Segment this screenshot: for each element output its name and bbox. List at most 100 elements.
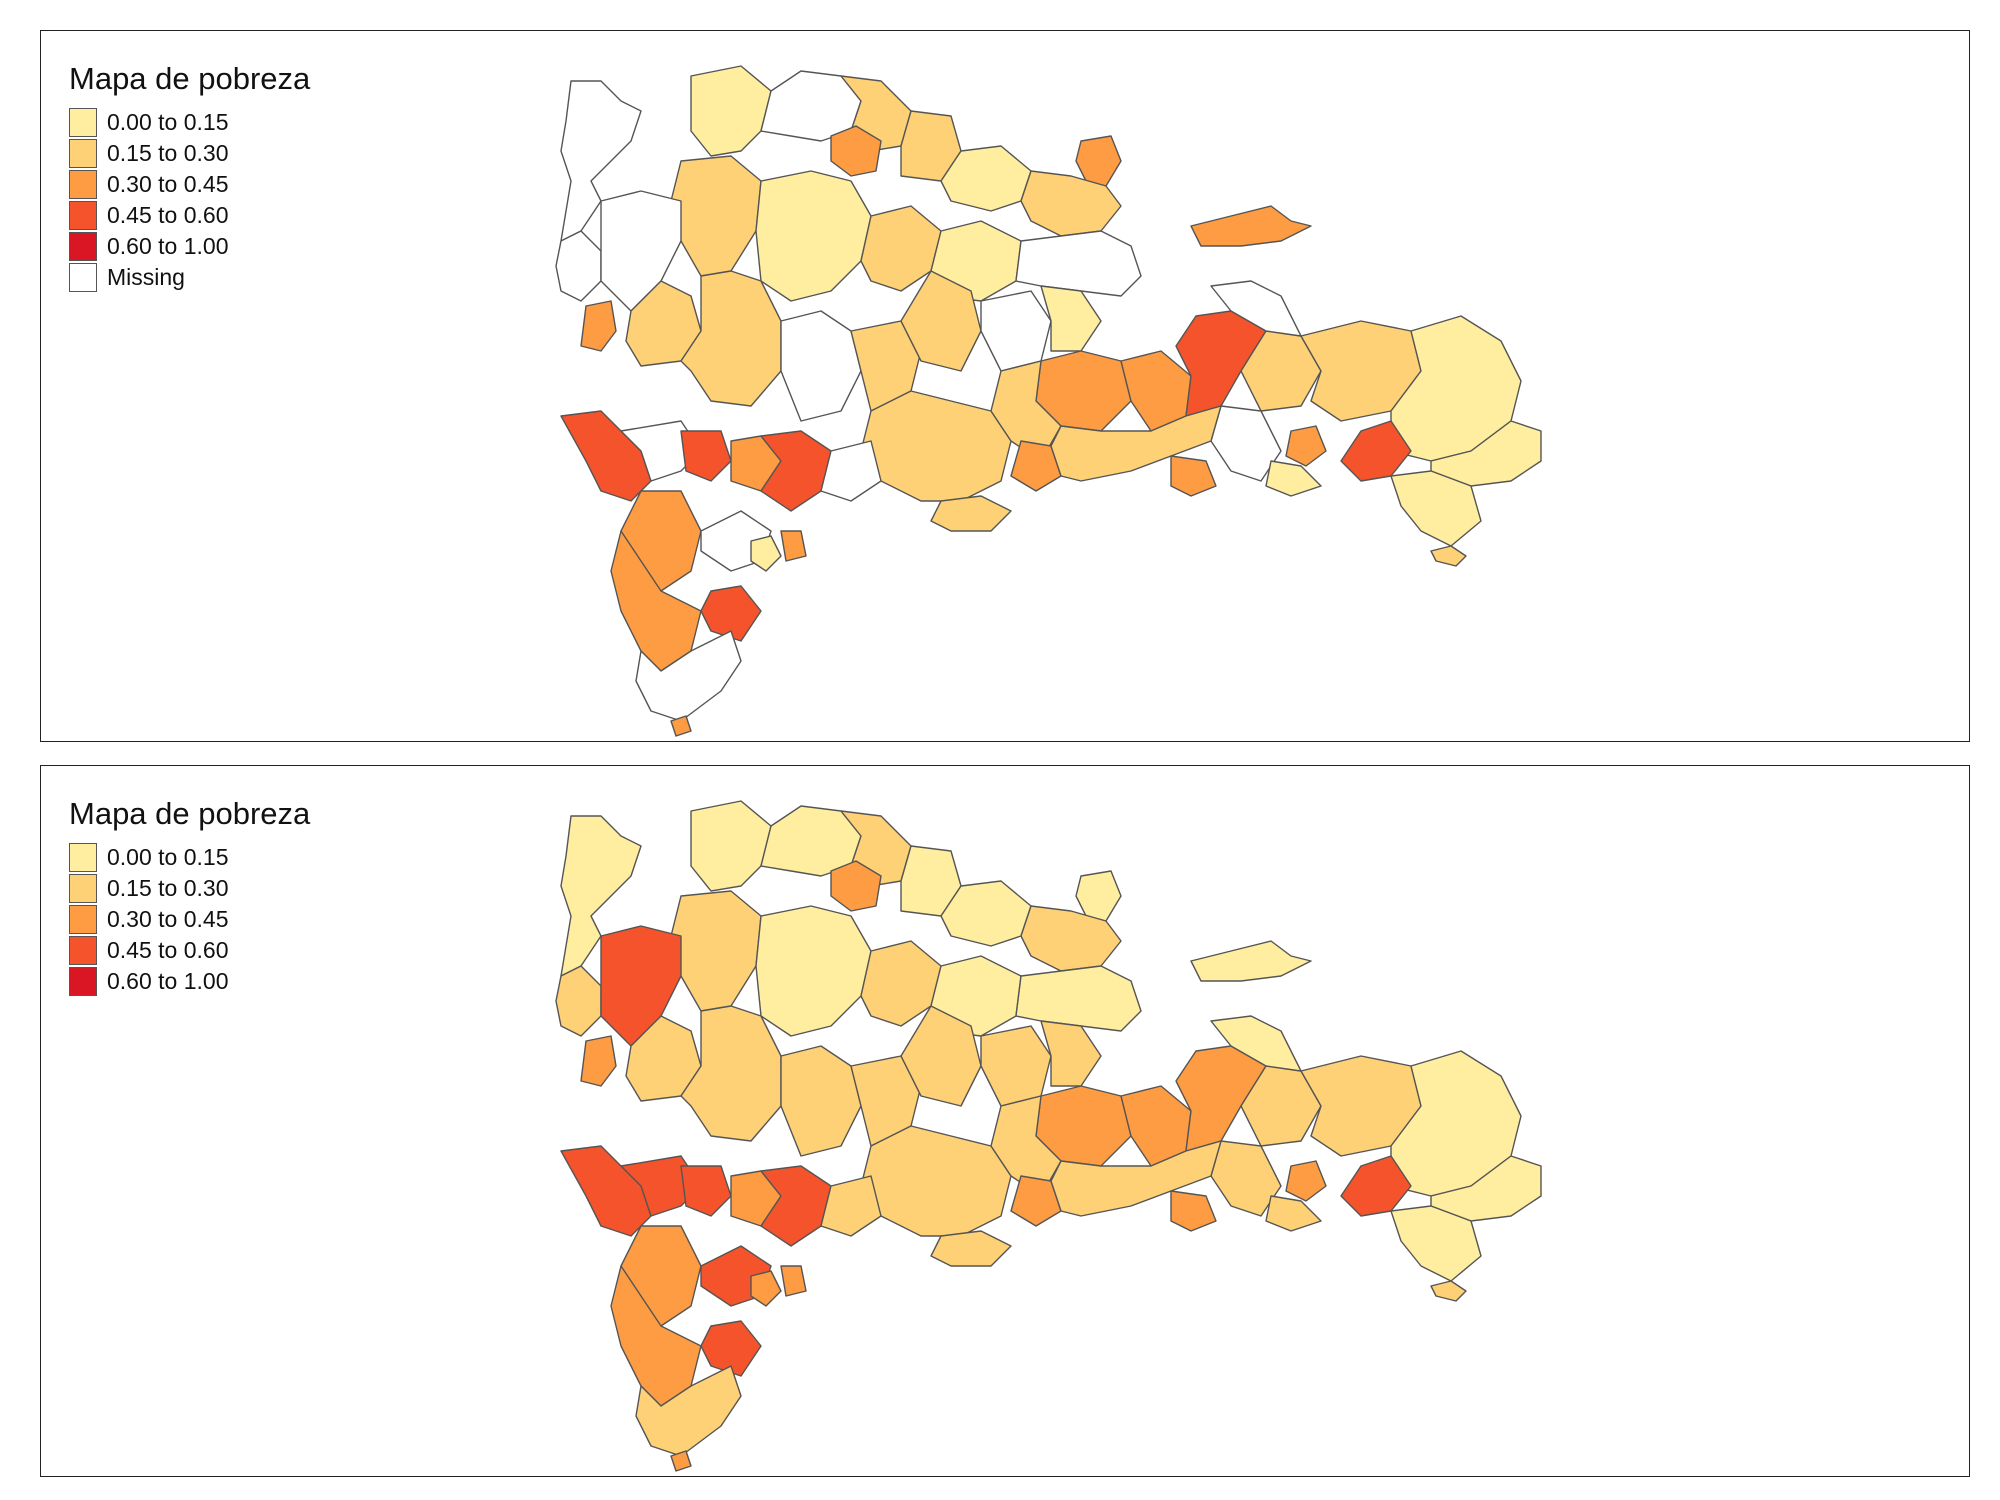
- legend-swatch: [69, 967, 97, 996]
- region: [1190, 940, 1312, 982]
- legend-swatch: [69, 874, 97, 903]
- legend-label: 0.15 to 0.30: [107, 140, 229, 166]
- region: [680, 430, 732, 482]
- legend-item: 0.00 to 0.15: [69, 107, 310, 138]
- legend-label: 0.30 to 0.45: [107, 171, 229, 197]
- legend-top: Mapa de pobreza 0.00 to 0.15 0.15 to 0.3…: [69, 61, 310, 293]
- legend-label: 0.00 to 0.15: [107, 109, 229, 135]
- legend-item: 0.45 to 0.60: [69, 200, 310, 231]
- region: [680, 1005, 782, 1142]
- poverty-map-top: [555, 65, 1542, 737]
- region: [820, 440, 882, 502]
- region: [760, 430, 832, 512]
- legend-label: 0.45 to 0.60: [107, 937, 229, 963]
- legend-swatch: [69, 905, 97, 934]
- region: [1390, 470, 1482, 547]
- region: [900, 270, 982, 372]
- poverty-map-bottom: [555, 800, 1542, 1472]
- region: [700, 585, 762, 642]
- region: [1075, 135, 1122, 187]
- island-regions: [555, 800, 1542, 1472]
- region: [900, 1005, 982, 1107]
- legend-label: Missing: [107, 264, 185, 290]
- region: [1015, 965, 1142, 1032]
- region: [1170, 1190, 1217, 1232]
- region: [580, 1035, 617, 1087]
- region: [980, 1025, 1052, 1107]
- legend-label: 0.15 to 0.30: [107, 875, 229, 901]
- map-panel-bottom: Mapa de pobreza 0.00 to 0.15 0.15 to 0.3…: [40, 765, 1970, 1477]
- region: [780, 1265, 807, 1297]
- legend-bottom: Mapa de pobreza 0.00 to 0.15 0.15 to 0.3…: [69, 796, 310, 997]
- region: [555, 965, 602, 1037]
- region: [1210, 280, 1302, 337]
- region: [990, 1095, 1062, 1197]
- legend-item: 0.15 to 0.30: [69, 873, 310, 904]
- region: [1265, 460, 1322, 497]
- region: [560, 1145, 652, 1237]
- region: [700, 1320, 762, 1377]
- region: [635, 1365, 742, 1457]
- region: [670, 155, 762, 277]
- legend-item: 0.00 to 0.15: [69, 842, 310, 873]
- legend-item: 0.30 to 0.45: [69, 169, 310, 200]
- legend-title: Mapa de pobreza: [69, 61, 311, 96]
- region: [1170, 455, 1217, 497]
- legend-swatch: [69, 263, 97, 292]
- region: [930, 1230, 1012, 1267]
- legend-swatch: [69, 201, 97, 230]
- region: [1075, 870, 1122, 922]
- legend-swatch: [69, 843, 97, 872]
- island-regions: [555, 65, 1542, 737]
- region: [860, 205, 942, 292]
- region: [780, 310, 862, 422]
- legend-label: 0.60 to 1.00: [107, 968, 229, 994]
- region: [1265, 1195, 1322, 1232]
- region: [1285, 425, 1327, 467]
- region: [820, 1175, 882, 1237]
- region: [1285, 1160, 1327, 1202]
- region: [690, 800, 772, 892]
- region: [830, 125, 882, 177]
- legend-item: 0.45 to 0.60: [69, 935, 310, 966]
- legend-item: 0.30 to 0.45: [69, 904, 310, 935]
- region: [560, 410, 652, 502]
- region: [670, 1450, 692, 1472]
- region: [1010, 1175, 1062, 1227]
- region: [580, 300, 617, 352]
- region: [1430, 545, 1467, 567]
- legend-item: 0.15 to 0.30: [69, 138, 310, 169]
- region: [680, 1165, 732, 1217]
- region: [690, 65, 772, 157]
- region: [750, 535, 782, 572]
- region: [1010, 440, 1062, 492]
- legend-item: 0.60 to 1.00: [69, 966, 310, 997]
- region: [555, 230, 602, 302]
- legend-label: 0.45 to 0.60: [107, 202, 229, 228]
- region: [1210, 1015, 1302, 1072]
- region: [1390, 1205, 1482, 1282]
- region: [1040, 285, 1102, 352]
- legend-item: Missing: [69, 262, 310, 293]
- region: [860, 1125, 1012, 1237]
- legend-label: 0.00 to 0.15: [107, 844, 229, 870]
- legend-swatch: [69, 170, 97, 199]
- region: [930, 495, 1012, 532]
- legend-swatch: [69, 108, 97, 137]
- region: [780, 1045, 862, 1157]
- region: [980, 290, 1052, 372]
- region: [1050, 405, 1222, 482]
- region: [830, 860, 882, 912]
- legend-swatch: [69, 232, 97, 261]
- region: [1430, 1280, 1467, 1302]
- region: [780, 530, 807, 562]
- region: [1015, 230, 1142, 297]
- region: [940, 880, 1032, 947]
- region: [1190, 205, 1312, 247]
- region: [860, 940, 942, 1027]
- legend-title: Mapa de pobreza: [69, 796, 311, 831]
- region: [670, 715, 692, 737]
- region: [750, 1270, 782, 1307]
- region: [760, 1165, 832, 1247]
- region: [1050, 1140, 1222, 1217]
